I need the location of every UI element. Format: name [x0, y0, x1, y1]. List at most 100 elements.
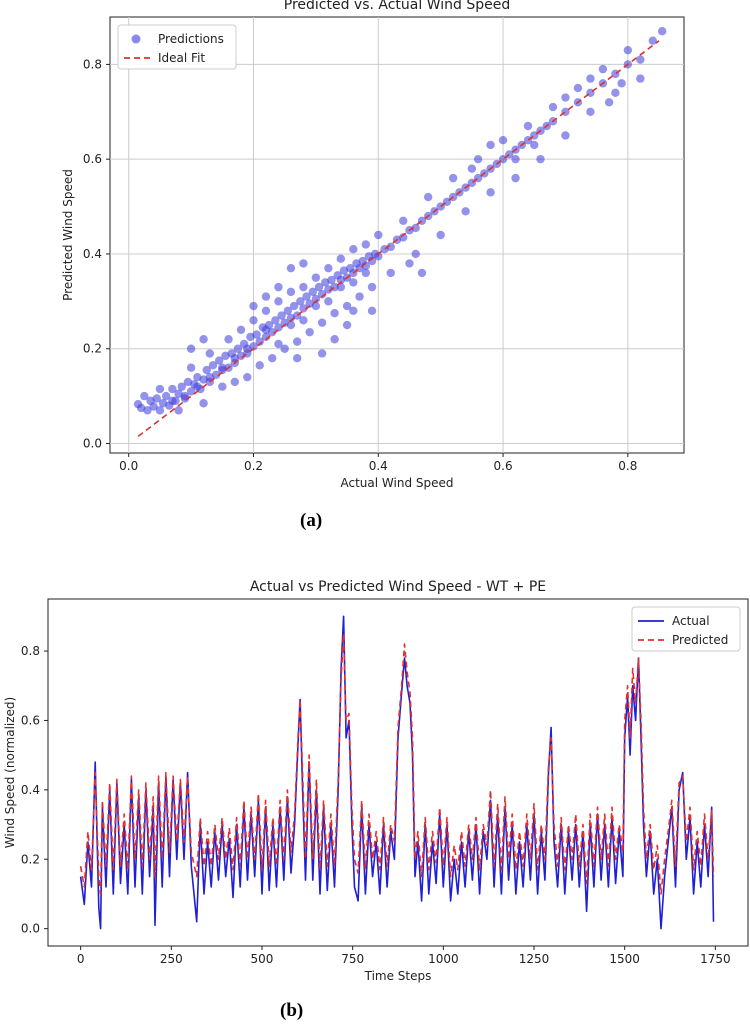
scatter-point — [311, 301, 321, 311]
scatter-point — [530, 140, 539, 150]
scatter-point — [317, 318, 327, 327]
scatter-point — [311, 294, 321, 304]
y-tick-label: 0.8 — [83, 57, 102, 71]
scatter-point — [330, 335, 339, 344]
scatter-point — [292, 337, 302, 346]
scatter-point — [648, 36, 658, 45]
scatter-point — [299, 282, 308, 292]
scatter-point — [473, 154, 483, 164]
scatter-point — [230, 354, 239, 363]
scatter-point — [155, 384, 165, 394]
x-tick-label: 1500 — [609, 952, 640, 966]
scatter-point — [193, 382, 202, 391]
scatter-point — [604, 98, 614, 107]
scatter-point — [280, 344, 289, 353]
scatter-point — [417, 268, 427, 278]
chart-1: 0.0 0.2 0.4 0.6 0.8 0.0 0.2 0.4 0.6 0.8 Predicted … — [61, 0, 685, 490]
scatter-point — [336, 254, 346, 263]
legend-entry: Ideal Fit — [124, 51, 205, 65]
scatter-point — [214, 356, 224, 365]
scatter-point — [561, 93, 570, 102]
chart-2: 0 250 500 750 1000 1250 1500 1750 0.0 0.2 0.4 0.6 0.… — [3, 579, 749, 983]
scatter-point — [349, 245, 358, 254]
scatter-point — [152, 394, 161, 403]
x-tick-label: 1000 — [428, 952, 459, 966]
series-layer — [79, 615, 715, 930]
scatter-point — [296, 297, 305, 306]
y-tick-label: 0.6 — [21, 713, 40, 727]
scatter-point — [186, 363, 196, 372]
scatter-point — [367, 256, 377, 266]
scatter-point — [411, 249, 420, 259]
scatter-point — [361, 268, 371, 278]
scatter-point — [536, 154, 545, 164]
scatter-point — [423, 192, 433, 202]
scatter-point — [561, 131, 570, 140]
scatter-point — [636, 55, 645, 64]
scatter-point — [411, 223, 420, 233]
scatter-point — [268, 354, 277, 363]
scatter-point — [511, 154, 520, 164]
scatter-point — [199, 335, 208, 344]
scatter-point — [177, 382, 186, 391]
scatter-point — [498, 136, 508, 145]
scatter-point — [143, 406, 152, 415]
scatter-point — [274, 282, 283, 292]
scatter-point — [274, 297, 283, 306]
x-axis-label: Time Steps — [364, 969, 432, 983]
series-predictions — [133, 27, 667, 415]
scatter-point — [367, 306, 377, 316]
scatter-point — [361, 240, 371, 249]
scatter-point — [311, 273, 321, 282]
x-tick-label: 250 — [160, 952, 183, 966]
scatter-point — [361, 261, 371, 271]
scatter-point — [199, 399, 208, 408]
x-tick-label: 0 — [77, 952, 85, 966]
scatter-point — [243, 372, 252, 382]
scatter-point — [327, 275, 336, 285]
x-tick-label: 0.0 — [119, 459, 138, 473]
scatter-point — [586, 74, 595, 83]
scatter-point — [486, 188, 495, 197]
scatter-point — [349, 306, 358, 316]
scatter-point — [274, 339, 283, 349]
scatter-point — [271, 316, 280, 325]
y-tick-label: 0.0 — [21, 922, 40, 936]
y-axis-label: Predicted Wind Speed — [61, 169, 75, 301]
scatter-point — [261, 332, 271, 342]
scatter-point — [511, 173, 520, 183]
legend-label: Actual — [672, 614, 710, 628]
scatter-point — [140, 391, 149, 401]
legend-marker — [131, 34, 141, 44]
plot-area — [47, 598, 749, 947]
scatter-point — [299, 304, 308, 313]
scatter-point — [289, 301, 299, 311]
scatter-point — [623, 45, 633, 55]
scatter-point — [168, 384, 177, 394]
scatter-point — [205, 372, 215, 382]
scatter-point — [283, 306, 293, 316]
y-tick-label: 0.4 — [21, 783, 40, 797]
subfigure-label-b: (b) — [280, 1000, 304, 1021]
chart-title: Predicted vs. Actual Wind Speed — [284, 0, 510, 13]
scatter-point — [155, 406, 165, 415]
scatter-point — [342, 320, 352, 330]
scatter-point — [186, 387, 196, 396]
scatter-point — [405, 259, 414, 268]
x-tick-label: 1750 — [700, 952, 731, 966]
series-line-predicted — [79, 632, 715, 895]
scatter-point — [230, 377, 239, 387]
scatter-point — [611, 88, 620, 98]
scatter-point — [349, 278, 358, 287]
scatter-point — [636, 74, 645, 83]
y-tick-label: 0.2 — [21, 852, 40, 866]
scatter-point — [249, 301, 258, 311]
scatter-point — [236, 325, 246, 334]
scatter-point — [324, 263, 333, 273]
x-tick-label: 0.2 — [244, 459, 263, 473]
legend: Actual Predicted — [631, 606, 741, 652]
scatter-point — [486, 140, 495, 150]
scatter-point — [548, 102, 558, 112]
x-tick-label: 0.8 — [618, 459, 637, 473]
